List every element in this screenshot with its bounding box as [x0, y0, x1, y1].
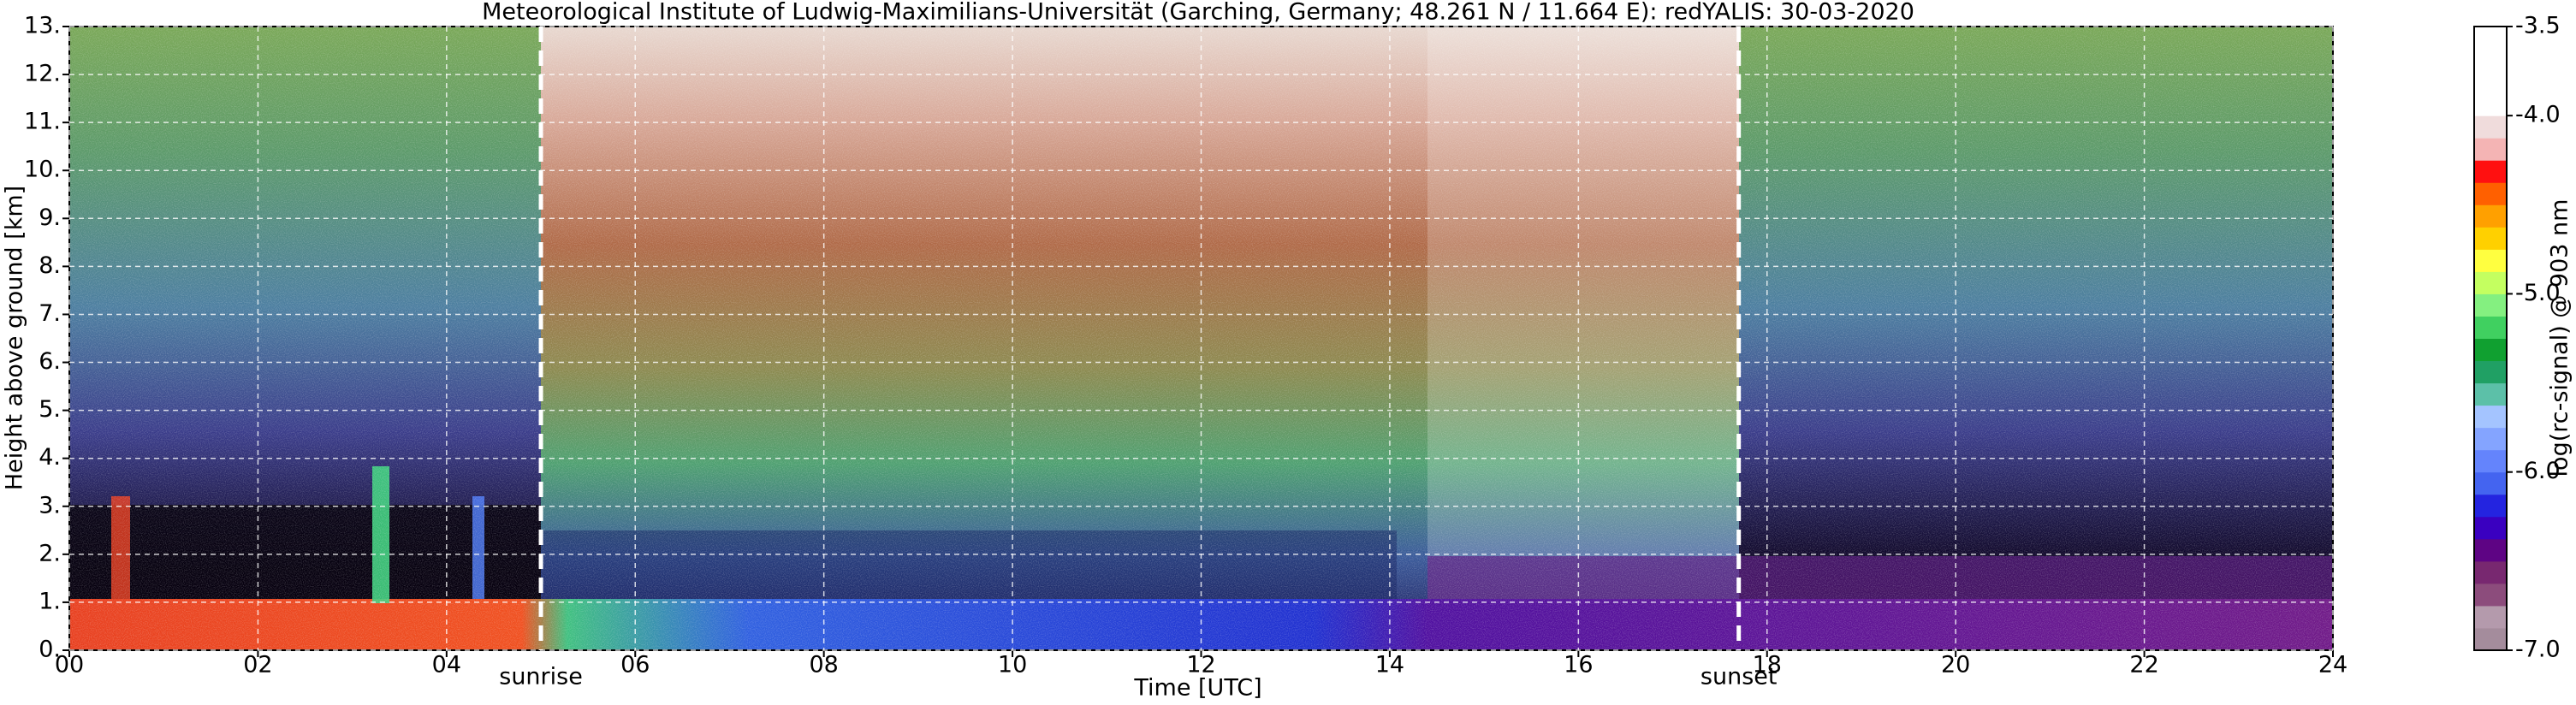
colorbar-segment: [2474, 338, 2507, 362]
y-tick-label: 13.: [24, 13, 61, 39]
x-axis-label: Time [UTC]: [1133, 675, 1261, 702]
colorbar-segment: [2474, 271, 2507, 294]
colorbar-segment: [2474, 93, 2507, 116]
x-tick-label: 22: [2129, 652, 2158, 678]
colorbar-segment: [2474, 560, 2507, 584]
x-tick-label: 10: [998, 652, 1027, 678]
y-tick-label: 5.: [39, 396, 61, 423]
colorbar-segment: [2474, 627, 2507, 651]
colorbar-segment: [2474, 138, 2507, 161]
y-tick-label: 9.: [39, 204, 61, 231]
colorbar-segment: [2474, 316, 2507, 339]
x-tick-label: 12: [1186, 652, 1215, 678]
y-tick-label: 1.: [39, 588, 61, 614]
colorbar-segment: [2474, 182, 2507, 205]
colorbar-tick-label: -4.0: [2515, 102, 2561, 128]
annotation-label: sunrise: [499, 664, 583, 690]
colorbar-segment: [2474, 27, 2507, 50]
colorbar-segment: [2474, 160, 2507, 183]
x-tick-label: 16: [1564, 652, 1593, 678]
x-tick-label: 08: [809, 652, 838, 678]
colorbar-tick-label: -6.0: [2515, 458, 2561, 484]
colorbar-segment: [2474, 293, 2507, 317]
colorbar-segment: [2474, 516, 2507, 540]
colorbar-segment: [2474, 449, 2507, 473]
y-tick-label: 6.: [39, 348, 61, 375]
colorbar-segment: [2474, 116, 2507, 139]
y-tick-label: 8.: [39, 252, 61, 279]
y-tick-label: 7.: [39, 300, 61, 327]
x-tick-label: 20: [1941, 652, 1970, 678]
colorbar-segment: [2474, 249, 2507, 272]
y-tick-label: 10.: [24, 157, 61, 183]
x-tick-label: 24: [2318, 652, 2347, 678]
colorbar-segment: [2474, 360, 2507, 384]
colorbar-segment: [2474, 583, 2507, 607]
x-tick-label: 04: [432, 652, 461, 678]
colorbar-segment: [2474, 49, 2507, 72]
colorbar-frame: [2473, 26, 2508, 651]
colorbar-segment: [2474, 471, 2507, 495]
x-tick-label: 06: [620, 652, 650, 678]
y-tick-label: 12.: [24, 61, 61, 87]
colorbar-segment: [2474, 538, 2507, 562]
colorbar-segment: [2474, 427, 2507, 451]
x-tick-label: 02: [243, 652, 272, 678]
y-tick-label: 2.: [39, 540, 61, 566]
y-tick-label: 0.: [39, 637, 61, 663]
y-tick-label: 3.: [39, 492, 61, 518]
colorbar-tick-label: -7.0: [2515, 637, 2561, 663]
colorbar-tick-label: -3.5: [2515, 13, 2561, 39]
colorbar-segment: [2474, 204, 2507, 228]
chart-title: Meteorological Institute of Ludwig-Maxim…: [482, 0, 1914, 26]
y-tick-label: 4.: [39, 444, 61, 471]
annotation-label: sunset: [1701, 664, 1778, 690]
y-tick-label: 11.: [24, 109, 61, 135]
x-tick-label: 18: [1753, 652, 1782, 678]
colorbar-label: log(rc-signal) @ 903 nm: [2547, 199, 2573, 477]
y-axis-label: Height above ground [km]: [2, 186, 28, 490]
x-tick-label: 14: [1375, 652, 1404, 678]
colorbar-segment: [2474, 494, 2507, 518]
colorbar-tick-label: -5.0: [2515, 280, 2561, 306]
colorbar-segment: [2474, 605, 2507, 629]
colorbar-segment: [2474, 382, 2507, 406]
colorbar-segment: [2474, 227, 2507, 250]
colorbar-segment: [2474, 71, 2507, 94]
colorbar-segment: [2474, 405, 2507, 429]
x-tick-label: 00: [55, 652, 84, 678]
